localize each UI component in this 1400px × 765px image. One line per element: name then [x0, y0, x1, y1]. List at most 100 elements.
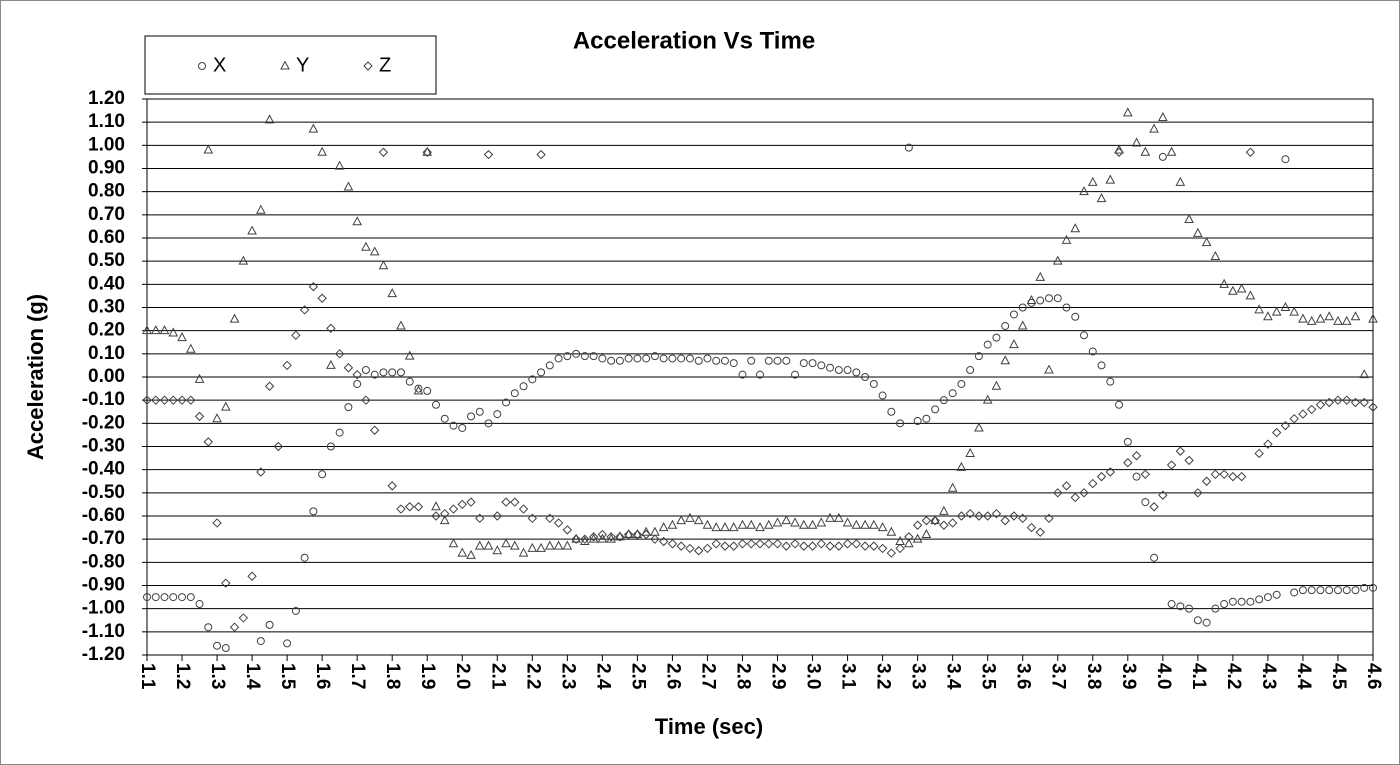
y-tick-label: 0.20 [88, 320, 125, 341]
marker-circle [1088, 347, 1097, 356]
marker-diamond [186, 395, 196, 405]
marker-diamond [1114, 147, 1124, 157]
marker-circle [791, 370, 800, 379]
marker-circle [1053, 294, 1062, 303]
marker-circle [869, 379, 878, 388]
marker-circle [449, 421, 458, 430]
marker-diamond [1193, 488, 1203, 498]
marker-circle [668, 354, 677, 363]
marker-circle [309, 507, 318, 516]
marker-diamond [203, 437, 214, 447]
y-tick-label: -0.30 [82, 436, 125, 457]
marker-diamond [1061, 481, 1072, 491]
marker-circle [1071, 312, 1080, 321]
marker-triangle [746, 519, 757, 529]
marker-circle [510, 389, 519, 398]
marker-triangle [1280, 301, 1291, 311]
marker-circle [475, 407, 484, 416]
marker-diamond [343, 363, 354, 373]
x-tick-label: 2.1 [487, 663, 508, 690]
marker-circle [948, 389, 957, 398]
marker-triangle [185, 343, 196, 353]
marker-diamond [746, 539, 756, 549]
y-tick-label: -0.50 [82, 482, 125, 503]
marker-diamond [650, 534, 660, 544]
marker-circle [1115, 400, 1124, 409]
marker-diamond [431, 511, 441, 521]
marker-triangle [1245, 290, 1256, 300]
marker-triangle [1096, 193, 1107, 203]
marker-diamond [1263, 439, 1273, 449]
marker-triangle [1271, 306, 1282, 316]
marker-circle [572, 349, 581, 358]
marker-diamond [1000, 515, 1010, 526]
marker-triangle [308, 123, 319, 133]
y-tick-label: -1.00 [82, 598, 125, 619]
marker-triangle [1306, 315, 1317, 325]
marker-diamond [466, 497, 476, 507]
marker-triangle [798, 519, 809, 529]
marker-circle [1036, 296, 1045, 305]
marker-triangle [247, 225, 257, 235]
marker-circle [554, 354, 563, 363]
marker-diamond [299, 305, 310, 315]
marker-circle [1220, 600, 1229, 609]
marker-diamond [264, 381, 275, 391]
marker-triangle [772, 517, 783, 527]
marker-circle [799, 359, 808, 368]
x-tick-label: 2.0 [452, 663, 473, 689]
x-tick-label: 4.4 [1293, 663, 1314, 690]
marker-triangle [474, 540, 485, 550]
marker-triangle [203, 144, 214, 154]
marker-circle [169, 593, 178, 602]
x-tick-label: 3.6 [1013, 663, 1034, 689]
marker-diamond [1359, 397, 1369, 408]
marker-diamond [729, 541, 739, 551]
y-tick-label: 1.00 [88, 134, 125, 155]
marker-circle [326, 442, 335, 451]
marker-diamond [974, 511, 984, 521]
marker-triangle [1254, 304, 1264, 314]
marker-diamond [702, 543, 713, 554]
marker-diamond [317, 293, 327, 303]
marker-diamond [1350, 397, 1361, 408]
marker-circle [414, 384, 423, 393]
marker-circle [694, 356, 703, 365]
y-tick-label: 1.20 [88, 88, 125, 109]
y-tick-label: -0.40 [82, 459, 125, 480]
marker-triangle [396, 320, 406, 330]
marker-diamond [1254, 448, 1264, 459]
marker-diamond [580, 534, 590, 544]
marker-circle [204, 623, 213, 632]
marker-triangle [1193, 227, 1203, 237]
marker-diamond [352, 369, 362, 380]
x-tick-label: 4.2 [1223, 663, 1244, 689]
marker-triangle [220, 401, 231, 411]
marker-circle [502, 398, 511, 407]
marker-diamond [527, 513, 538, 524]
y-axis-label: Acceleration (g) [23, 294, 48, 460]
x-tick-label: 2.7 [697, 663, 718, 689]
marker-circle [198, 62, 206, 70]
marker-triangle [1026, 294, 1037, 305]
marker-diamond [834, 541, 844, 551]
marker-diamond [457, 499, 467, 510]
marker-triangle [1000, 355, 1011, 365]
marker-circle [1351, 586, 1360, 595]
marker-diamond [1175, 446, 1186, 456]
marker-circle [1263, 593, 1272, 602]
marker-circle [1307, 586, 1316, 595]
marker-diamond [1070, 492, 1080, 503]
y-tick-label: 0.90 [88, 158, 125, 179]
marker-triangle [1140, 146, 1151, 156]
marker-diamond [991, 508, 1002, 519]
marker-diamond [615, 532, 625, 542]
marker-triangle [448, 538, 459, 548]
marker-diamond [492, 511, 502, 521]
marker-triangle [965, 447, 976, 457]
marker-triangle [1052, 255, 1063, 265]
marker-triangle [212, 413, 222, 423]
x-tick-label: 1.3 [207, 663, 228, 689]
marker-circle [537, 368, 546, 377]
marker-circle [1141, 498, 1150, 507]
